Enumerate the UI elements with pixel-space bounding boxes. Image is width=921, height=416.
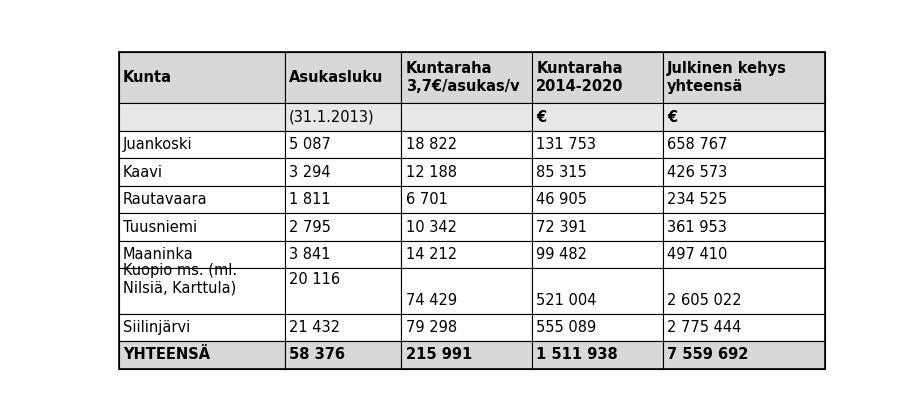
Text: Juankoski: Juankoski — [123, 137, 192, 152]
Text: YHTEENSÄ: YHTEENSÄ — [123, 347, 210, 362]
Bar — [663, 341, 825, 369]
Text: 58 376: 58 376 — [289, 347, 345, 362]
Text: 18 822: 18 822 — [405, 137, 457, 152]
Bar — [119, 268, 285, 314]
Bar — [285, 158, 402, 186]
Text: Rautavaara: Rautavaara — [123, 192, 207, 207]
Bar — [402, 103, 532, 131]
Bar — [663, 268, 825, 314]
Text: 72 391: 72 391 — [536, 220, 588, 235]
Bar — [119, 158, 285, 186]
Bar — [532, 131, 663, 158]
Bar — [119, 52, 285, 103]
Bar — [285, 131, 402, 158]
Bar — [532, 241, 663, 268]
Bar — [663, 131, 825, 158]
Text: Julkinen kehys
yhteensä: Julkinen kehys yhteensä — [667, 61, 787, 94]
Text: Asukasluku: Asukasluku — [289, 70, 383, 85]
Bar — [119, 341, 285, 369]
Bar — [402, 213, 532, 241]
Bar — [532, 52, 663, 103]
Text: 2 775 444: 2 775 444 — [667, 320, 741, 335]
Bar — [402, 158, 532, 186]
Text: 3 294: 3 294 — [289, 165, 331, 180]
Bar — [402, 52, 532, 103]
Text: Kuntaraha
3,7€/asukas/v: Kuntaraha 3,7€/asukas/v — [405, 61, 519, 94]
Text: 426 573: 426 573 — [667, 165, 728, 180]
Bar — [402, 131, 532, 158]
Bar — [663, 241, 825, 268]
Bar — [285, 314, 402, 341]
Bar — [285, 268, 402, 314]
Text: 3 841: 3 841 — [289, 247, 331, 262]
Bar — [532, 341, 663, 369]
Bar — [532, 268, 663, 314]
Text: 74 429: 74 429 — [405, 292, 457, 307]
Text: 7 559 692: 7 559 692 — [667, 347, 749, 362]
Text: 46 905: 46 905 — [536, 192, 588, 207]
Text: Tuusniemi: Tuusniemi — [123, 220, 197, 235]
Text: 1 511 938: 1 511 938 — [536, 347, 618, 362]
Text: €: € — [536, 109, 546, 124]
Text: 658 767: 658 767 — [667, 137, 728, 152]
Bar — [402, 241, 532, 268]
Bar — [285, 103, 402, 131]
Text: 2 605 022: 2 605 022 — [667, 292, 741, 307]
Bar — [285, 186, 402, 213]
Text: 215 991: 215 991 — [405, 347, 472, 362]
Text: 521 004: 521 004 — [536, 292, 597, 307]
Bar — [119, 213, 285, 241]
Text: €: € — [667, 109, 677, 124]
Bar — [402, 268, 532, 314]
Bar — [663, 52, 825, 103]
Bar — [532, 314, 663, 341]
Bar — [285, 52, 402, 103]
Text: 2 795: 2 795 — [289, 220, 331, 235]
Text: 6 701: 6 701 — [405, 192, 448, 207]
Text: 79 298: 79 298 — [405, 320, 457, 335]
Bar — [402, 314, 532, 341]
Text: 5 087: 5 087 — [289, 137, 331, 152]
Text: 361 953: 361 953 — [667, 220, 727, 235]
Text: 555 089: 555 089 — [536, 320, 597, 335]
Bar — [119, 131, 285, 158]
Bar — [285, 213, 402, 241]
Bar — [402, 186, 532, 213]
Text: 497 410: 497 410 — [667, 247, 728, 262]
Bar — [663, 314, 825, 341]
Text: Siilinjärvi: Siilinjärvi — [123, 320, 191, 335]
Bar — [663, 213, 825, 241]
Text: (31.1.2013): (31.1.2013) — [289, 109, 375, 124]
Text: Kuntaraha
2014-2020: Kuntaraha 2014-2020 — [536, 61, 624, 94]
Text: Maaninka: Maaninka — [123, 247, 193, 262]
Bar — [402, 341, 532, 369]
Bar — [119, 186, 285, 213]
Bar — [119, 103, 285, 131]
Bar — [119, 241, 285, 268]
Text: 20 116: 20 116 — [289, 272, 340, 287]
Text: 12 188: 12 188 — [405, 165, 457, 180]
Bar — [285, 341, 402, 369]
Text: 10 342: 10 342 — [405, 220, 457, 235]
Text: 85 315: 85 315 — [536, 165, 587, 180]
Text: Kuopio ms. (ml.
Nilsiä, Karttula): Kuopio ms. (ml. Nilsiä, Karttula) — [123, 263, 237, 296]
Text: 21 432: 21 432 — [289, 320, 340, 335]
Text: Kunta: Kunta — [123, 70, 172, 85]
Text: 1 811: 1 811 — [289, 192, 331, 207]
Bar — [532, 103, 663, 131]
Bar — [119, 314, 285, 341]
Text: 234 525: 234 525 — [667, 192, 728, 207]
Bar — [532, 158, 663, 186]
Bar — [285, 241, 402, 268]
Text: 99 482: 99 482 — [536, 247, 588, 262]
Bar — [532, 186, 663, 213]
Bar — [663, 186, 825, 213]
Text: 14 212: 14 212 — [405, 247, 457, 262]
Bar — [663, 103, 825, 131]
Bar — [663, 158, 825, 186]
Text: Kaavi: Kaavi — [123, 165, 163, 180]
Bar — [532, 213, 663, 241]
Text: 131 753: 131 753 — [536, 137, 597, 152]
